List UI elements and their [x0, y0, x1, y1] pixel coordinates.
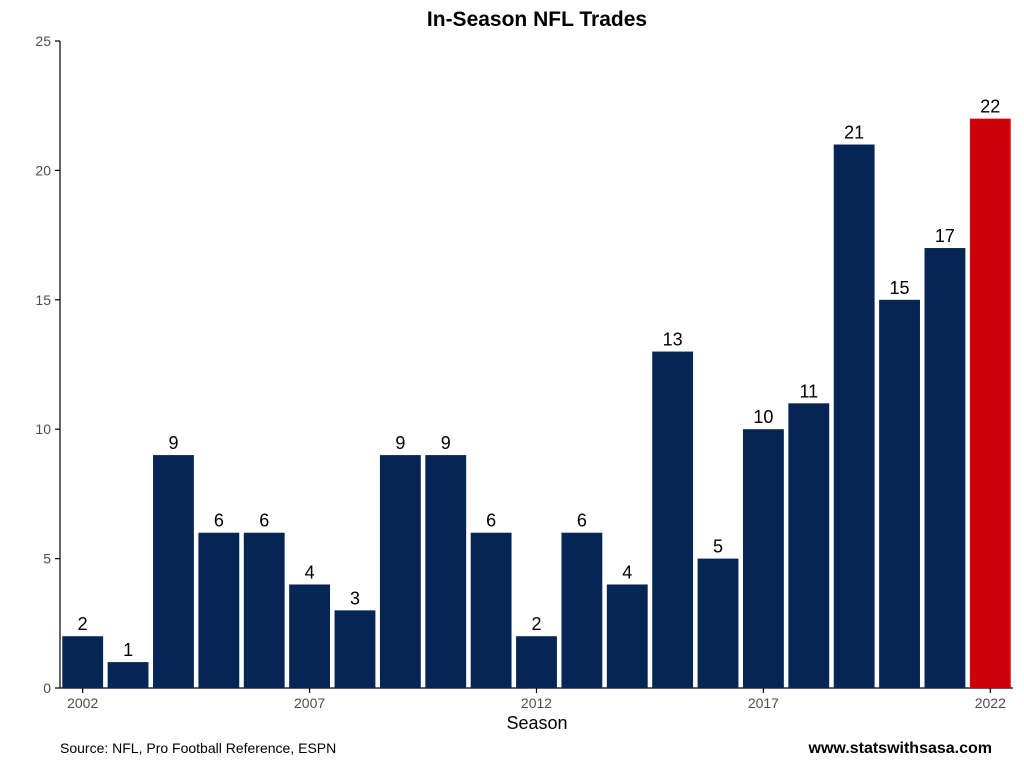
y-axis: 0 5 10 15 20 25 — [35, 33, 61, 696]
x-tick-label: 2012 — [521, 695, 552, 711]
bar-label-2013: 6 — [577, 511, 587, 531]
bar-2014 — [606, 584, 648, 688]
bar-2021 — [924, 248, 966, 689]
bar-2003 — [107, 662, 149, 688]
x-axis: 2002 2007 2012 2017 2022 — [60, 687, 1013, 711]
y-tick-label: 0 — [43, 680, 51, 696]
bar-label-2006: 6 — [259, 511, 269, 531]
bar-label-2008: 3 — [350, 588, 360, 608]
bar-label-2012: 2 — [531, 614, 541, 634]
caption-credit: www.statswithsasa.com — [808, 740, 992, 757]
chart-title: In-Season NFL Trades — [427, 8, 647, 31]
bar-label-2017: 10 — [753, 407, 773, 427]
bar-label-2015: 13 — [663, 330, 683, 350]
x-tick-label: 2002 — [67, 695, 98, 711]
bar-label-2020: 15 — [890, 278, 910, 298]
bar-2011 — [470, 532, 512, 688]
y-tick-label: 20 — [35, 162, 51, 178]
bar-label-2018: 11 — [799, 381, 818, 401]
x-tick-label: 2017 — [748, 695, 779, 711]
bar-label-2019: 21 — [844, 123, 864, 143]
bar-2002 — [62, 636, 104, 688]
bar-2016 — [697, 558, 739, 688]
bar-label-2011: 6 — [486, 511, 496, 531]
bar-2018 — [788, 403, 830, 688]
bar-label-2016: 5 — [713, 537, 723, 557]
y-tick-label: 10 — [35, 421, 51, 437]
bar-2015 — [652, 351, 694, 688]
bar-2022 — [969, 118, 1011, 688]
x-tick-label: 2007 — [294, 695, 325, 711]
bar-label-2009: 9 — [395, 433, 405, 453]
bars — [62, 118, 1011, 689]
bar-label-2004: 9 — [168, 433, 178, 453]
bar-2007 — [289, 584, 331, 688]
bar-label-2007: 4 — [305, 562, 315, 582]
bar-label-2003: 1 — [123, 640, 133, 660]
bar-2013 — [561, 532, 603, 688]
bar-2019 — [833, 144, 875, 688]
x-axis-title: Season — [506, 713, 567, 733]
bar-label-2021: 17 — [935, 226, 955, 246]
bar-2012 — [516, 636, 557, 688]
x-tick-label: 2022 — [975, 695, 1006, 711]
y-tick-label: 25 — [35, 33, 51, 49]
bar-label-2022: 22 — [980, 97, 1000, 117]
bar-label-2014: 4 — [622, 562, 632, 582]
y-tick-label: 15 — [35, 292, 51, 308]
bar-2009 — [379, 455, 421, 688]
bar-2005 — [198, 532, 240, 688]
y-tick-label: 5 — [43, 551, 51, 567]
bar-2004 — [153, 455, 194, 688]
bar-2010 — [425, 455, 467, 688]
bar-label-2002: 2 — [78, 614, 88, 634]
bar-label-2005: 6 — [214, 511, 224, 531]
bar-2008 — [334, 610, 376, 688]
bar-2020 — [879, 299, 920, 688]
caption-source: Source: NFL, Pro Football Reference, ESP… — [60, 740, 336, 756]
bar-2006 — [243, 532, 285, 688]
bar-2017 — [742, 429, 784, 688]
bar-label-2010: 9 — [441, 433, 451, 453]
